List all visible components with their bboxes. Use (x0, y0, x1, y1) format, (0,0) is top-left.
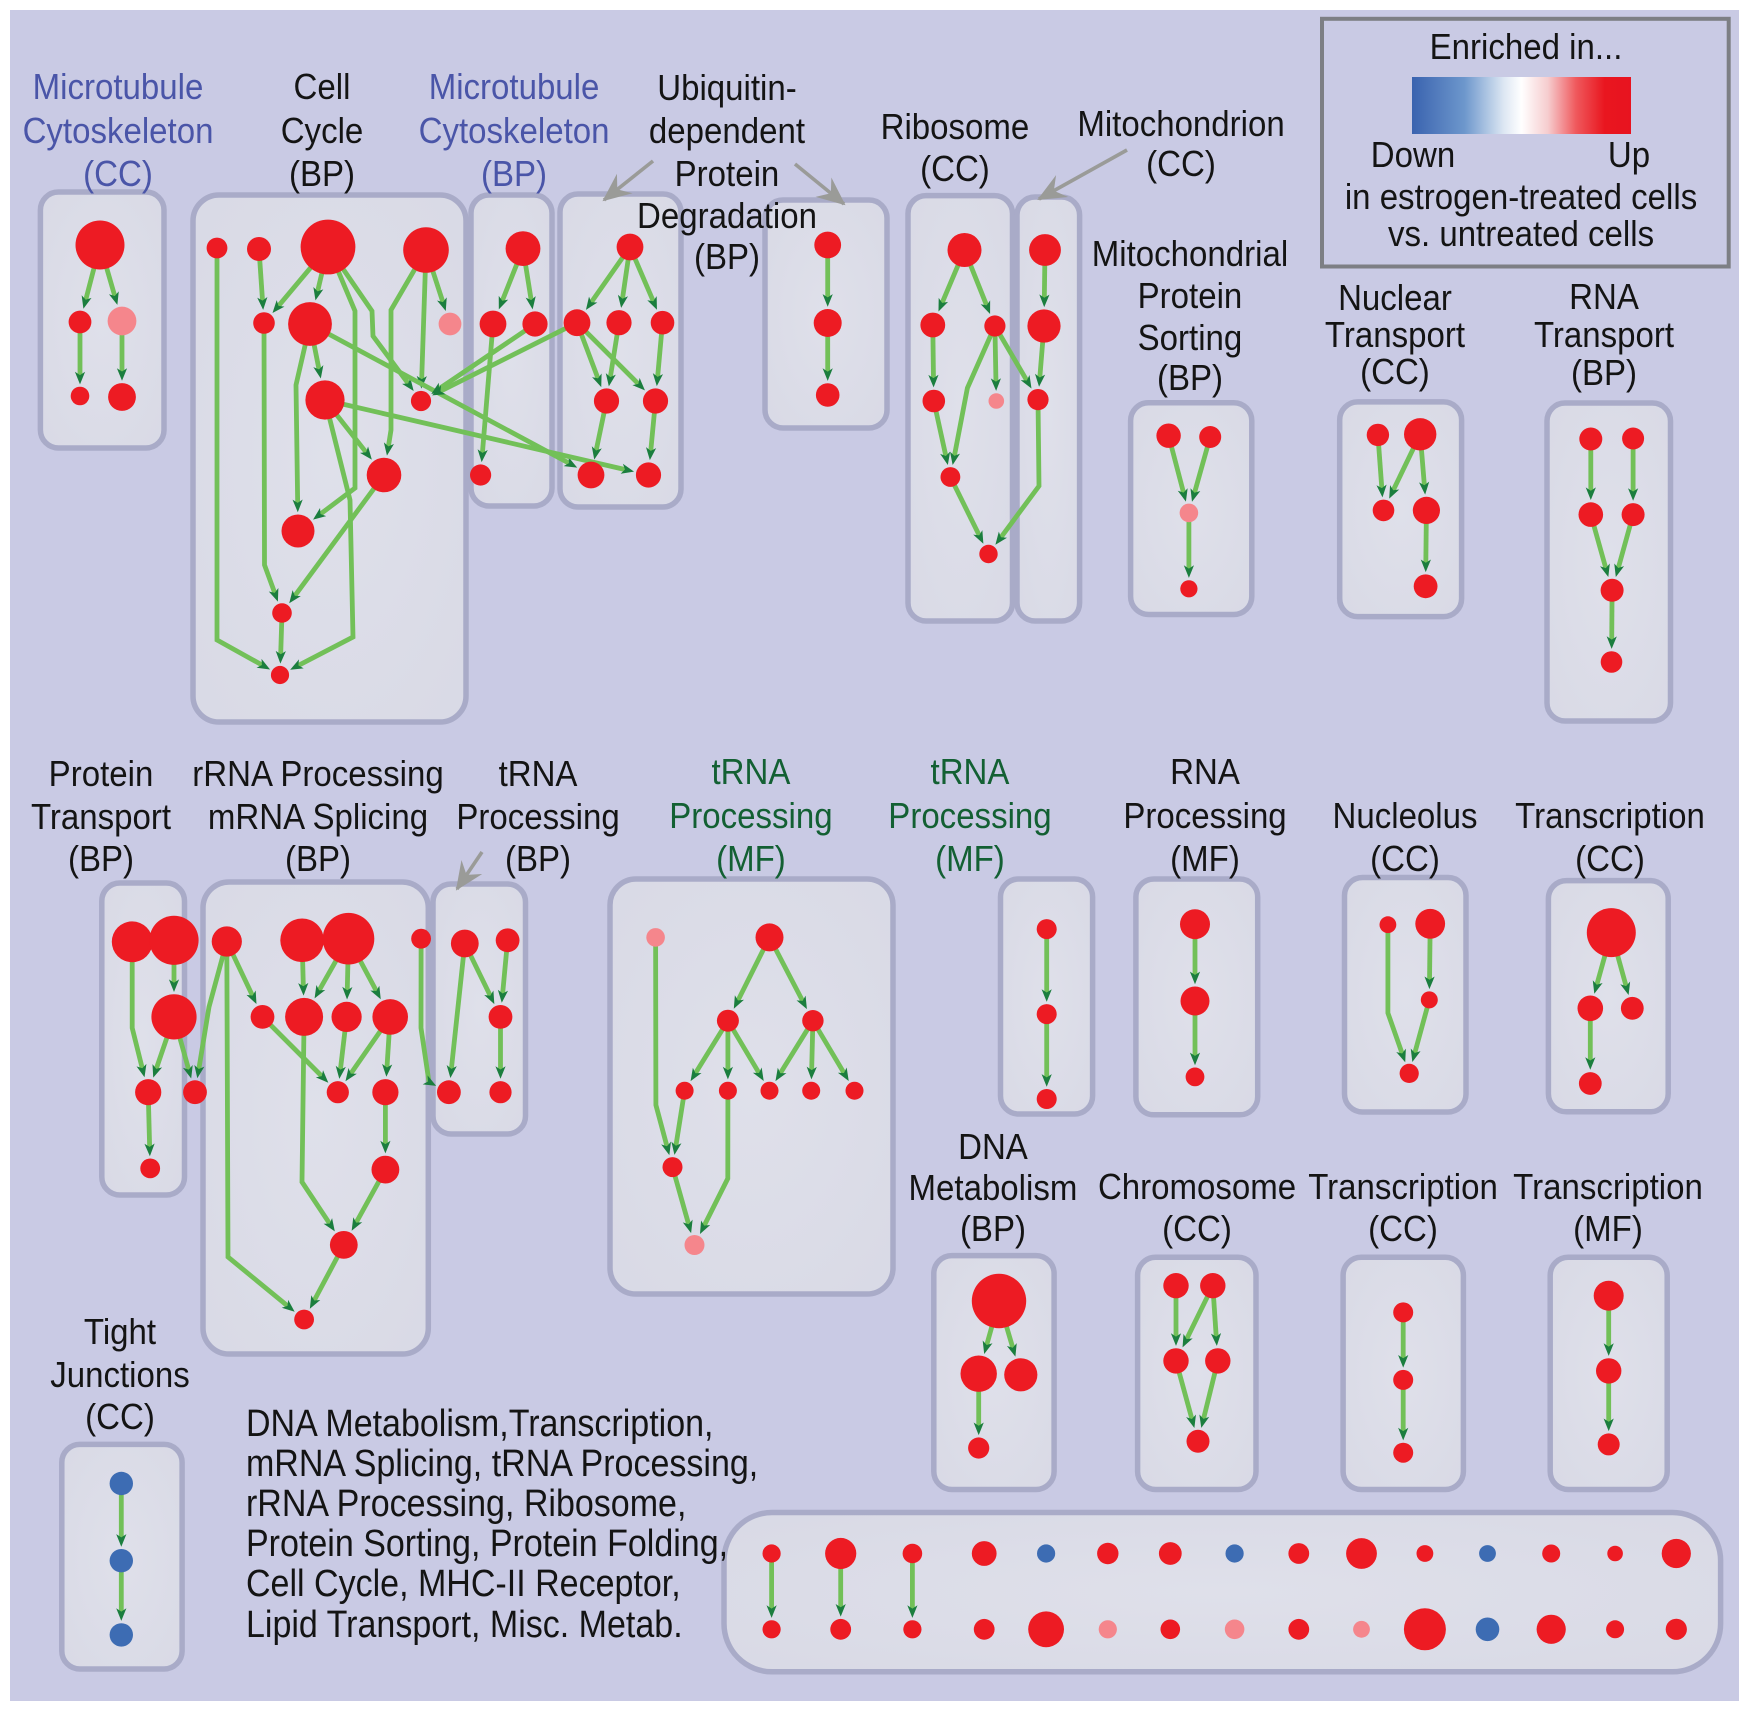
svg-text:(CC): (CC) (1368, 1208, 1438, 1249)
svg-text:(BP): (BP) (505, 838, 571, 879)
svg-text:Chromosome: Chromosome (1098, 1166, 1296, 1207)
svg-text:Transport: Transport (1534, 314, 1674, 355)
svg-text:Sorting: Sorting (1138, 317, 1243, 358)
svg-text:Mitochondrial: Mitochondrial (1092, 233, 1288, 274)
svg-text:Protein Sorting, Protein Foldi: Protein Sorting, Protein Folding, (246, 1522, 728, 1564)
svg-text:(CC): (CC) (1360, 351, 1430, 392)
svg-text:(MF): (MF) (935, 838, 1005, 879)
svg-text:Transcription: Transcription (1308, 1166, 1498, 1207)
svg-text:DNA: DNA (958, 1126, 1028, 1167)
svg-text:Mitochondrion: Mitochondrion (1077, 103, 1284, 144)
svg-text:RNA: RNA (1170, 751, 1240, 792)
svg-text:(MF): (MF) (1573, 1208, 1643, 1249)
svg-text:(BP): (BP) (694, 236, 760, 277)
svg-text:Microtubule: Microtubule (33, 66, 204, 107)
svg-text:tRNA: tRNA (499, 753, 579, 794)
svg-text:tRNA: tRNA (931, 751, 1011, 792)
svg-text:Transport: Transport (31, 796, 171, 837)
svg-text:Lipid Transport, Misc. Metab.: Lipid Transport, Misc. Metab. (246, 1603, 683, 1645)
svg-text:rRNA Processing, Ribosome,: rRNA Processing, Ribosome, (246, 1482, 686, 1524)
svg-text:Nuclear: Nuclear (1338, 277, 1452, 318)
svg-text:Processing: Processing (456, 796, 619, 837)
svg-text:Processing: Processing (669, 795, 832, 836)
svg-text:DNA Metabolism,Transcription,: DNA Metabolism,Transcription, (246, 1402, 714, 1444)
svg-text:Protein: Protein (1138, 275, 1243, 316)
svg-text:Degradation: Degradation (637, 195, 817, 236)
svg-text:(CC): (CC) (1146, 143, 1216, 184)
svg-text:Enriched in...: Enriched in... (1430, 26, 1623, 67)
svg-text:Transport: Transport (1325, 314, 1465, 355)
svg-text:Processing: Processing (1123, 795, 1286, 836)
svg-text:(CC): (CC) (85, 1396, 155, 1437)
svg-text:(BP): (BP) (285, 838, 351, 879)
svg-text:Nucleolus: Nucleolus (1333, 795, 1478, 836)
svg-text:Down: Down (1371, 134, 1455, 175)
svg-text:Transcription: Transcription (1515, 795, 1705, 836)
svg-text:mRNA Splicing, tRNA Processing: mRNA Splicing, tRNA Processing, (246, 1442, 758, 1484)
svg-text:Up: Up (1608, 134, 1650, 175)
svg-text:(CC): (CC) (1370, 838, 1440, 879)
svg-text:(CC): (CC) (83, 153, 153, 194)
svg-text:RNA: RNA (1569, 276, 1639, 317)
svg-text:Cytoskeleton: Cytoskeleton (419, 110, 610, 151)
svg-text:in estrogen-treated cells: in estrogen-treated cells (1345, 176, 1697, 217)
svg-text:Cytoskeleton: Cytoskeleton (23, 110, 214, 151)
svg-text:tRNA: tRNA (712, 751, 792, 792)
svg-text:(BP): (BP) (481, 153, 547, 194)
svg-text:(MF): (MF) (1170, 838, 1240, 879)
svg-text:Processing: Processing (888, 795, 1051, 836)
svg-text:(CC): (CC) (920, 148, 990, 189)
svg-text:dependent: dependent (649, 110, 805, 151)
svg-text:Cycle: Cycle (281, 110, 364, 151)
svg-text:Cell: Cell (294, 66, 351, 107)
svg-text:Protein: Protein (49, 753, 154, 794)
svg-text:(BP): (BP) (68, 838, 134, 879)
svg-text:(BP): (BP) (1571, 352, 1637, 393)
svg-text:Tight: Tight (84, 1311, 156, 1352)
svg-text:mRNA Splicing: mRNA Splicing (208, 796, 428, 837)
svg-text:Transcription: Transcription (1513, 1166, 1703, 1207)
svg-text:(MF): (MF) (716, 838, 786, 879)
svg-text:Metabolism: Metabolism (909, 1167, 1078, 1208)
svg-text:Cell Cycle, MHC-II Receptor,: Cell Cycle, MHC-II Receptor, (246, 1562, 681, 1604)
svg-text:(CC): (CC) (1575, 838, 1645, 879)
svg-text:Ribosome: Ribosome (881, 106, 1030, 147)
svg-text:Ubiquitin-: Ubiquitin- (657, 67, 796, 108)
svg-text:(BP): (BP) (960, 1208, 1026, 1249)
svg-text:Microtubule: Microtubule (429, 66, 600, 107)
svg-text:(BP): (BP) (289, 153, 355, 194)
svg-text:rRNA Processing: rRNA Processing (192, 753, 443, 794)
svg-text:(CC): (CC) (1162, 1208, 1232, 1249)
svg-text:Protein: Protein (675, 153, 780, 194)
svg-text:vs. untreated cells: vs. untreated cells (1388, 213, 1654, 254)
svg-text:Junctions: Junctions (50, 1354, 190, 1395)
svg-text:(BP): (BP) (1157, 357, 1223, 398)
